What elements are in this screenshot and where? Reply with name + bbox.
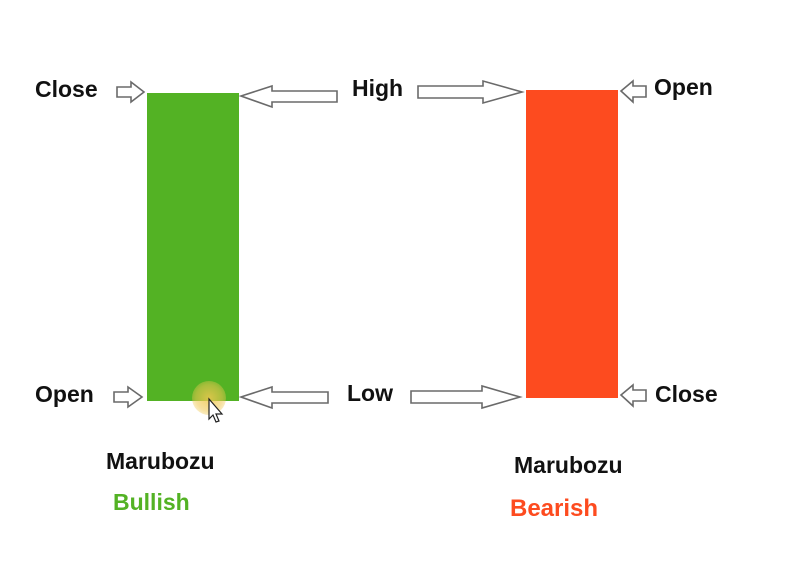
bullish-type-label: Bullish [113,489,190,515]
bullish-candle [147,93,239,401]
low-right-arrow-icon [410,384,523,410]
bearish-close-arrow-icon [619,383,647,408]
bearish-close-label: Close [655,381,718,407]
cursor-highlight [192,381,226,415]
bullish-open-label: Open [35,381,94,407]
bearish-name-label: Marubozu [514,452,623,478]
high-right-arrow-icon [417,79,525,105]
bearish-candle [526,90,618,398]
bearish-open-arrow-icon [619,79,647,104]
bullish-open-arrow-icon [113,385,144,409]
bullish-close-arrow-icon [116,80,146,104]
bearish-type-label: Bearish [510,495,599,522]
bullish-close-label: Close [35,76,98,102]
bullish-name-label: Marubozu [106,448,215,474]
bearish-open-label: Open [654,74,713,100]
high-left-arrow-icon [238,84,338,109]
low-label: Low [347,380,393,406]
high-label: High [352,75,404,101]
low-left-arrow-icon [238,385,329,410]
